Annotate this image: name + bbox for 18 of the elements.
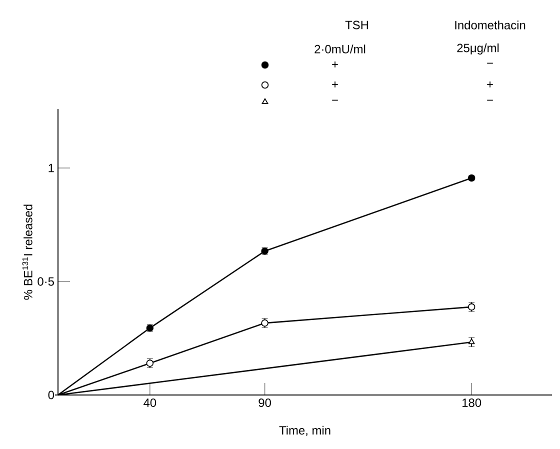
- y-tick-label: 0: [48, 390, 54, 400]
- text: TSH: [345, 20, 368, 30]
- y-axis-title: % BE$^{131}$I released: [22, 204, 32, 300]
- x-tick-label: 180: [462, 398, 482, 407]
- text: −: [332, 100, 338, 101]
- text: 2·0mU/ml: [314, 44, 366, 54]
- x-axis-title: Time, min: [279, 426, 330, 436]
- x-tick-label: 90: [258, 398, 271, 407]
- y-tick-label: 1: [48, 164, 54, 172]
- text: Indomethacin: [455, 20, 526, 30]
- text: +: [332, 82, 338, 88]
- text: −: [487, 62, 493, 64]
- y-tick-label: 0·5: [38, 277, 54, 286]
- text: −: [487, 100, 493, 101]
- x-tick-label: 40: [144, 398, 156, 407]
- text: 25μg/ml: [457, 43, 499, 55]
- text: +: [487, 82, 493, 88]
- text: +: [332, 62, 338, 68]
